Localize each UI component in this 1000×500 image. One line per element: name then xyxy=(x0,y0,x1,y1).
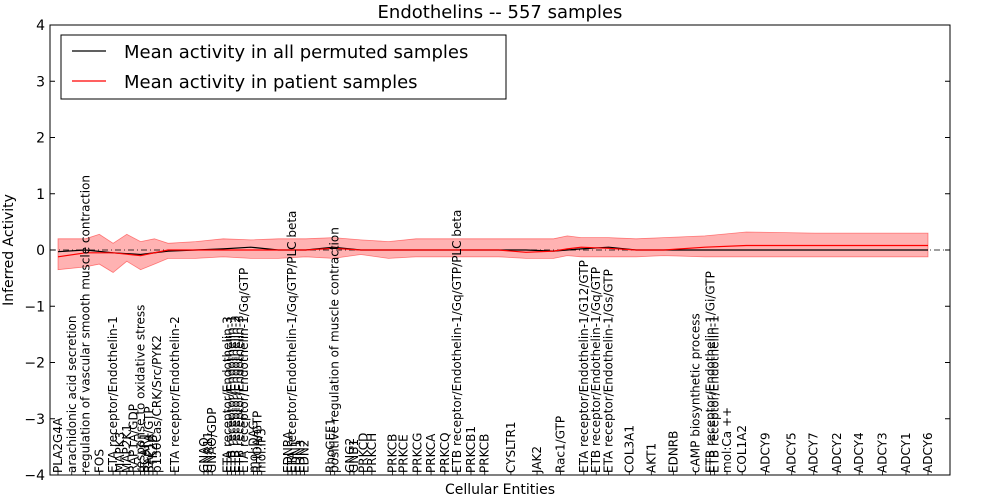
x-tick-label: ETA receptor/Endothelin-1/Gs/GTP xyxy=(602,269,616,473)
x-tick-label: mol:Ca ++ xyxy=(720,407,734,473)
x-tick-label: EDNRA xyxy=(281,430,295,473)
x-tick-label: BCAR1 xyxy=(138,432,152,473)
x-tick-label: ADCY6 xyxy=(921,432,935,473)
x-tick-label: ADCY4 xyxy=(852,432,866,473)
x-tick-label: Rac1/GTP xyxy=(554,416,568,473)
x-tick-label: COL1A2 xyxy=(735,425,749,473)
y-tick-label: 3 xyxy=(36,74,45,90)
x-tick-label: MAP2K1 xyxy=(120,424,134,473)
x-tick-label: PRKCG xyxy=(410,433,424,473)
y-tick-label: −3 xyxy=(24,412,45,428)
series-line-patient xyxy=(57,244,928,258)
y-tick-label: 0 xyxy=(36,243,45,259)
x-tick-label: ETA receptor/Endothelin-1/Gq/GTP xyxy=(237,268,251,473)
x-tick-label: ADCY2 xyxy=(830,432,844,473)
x-tick-label: response to oxidative stress xyxy=(134,305,148,473)
x-tick-label: p130Cas/CRK/Src/PYK2 xyxy=(150,335,164,473)
x-tick-label: ETB receptor/Endothelin-2 xyxy=(229,315,243,473)
x-tick-label: COL3A1 xyxy=(622,425,636,473)
x-tick-label: ADCY1 xyxy=(899,432,913,473)
x-tick-label: RhoGEF1 xyxy=(324,418,338,473)
x-tick-label: ETA receptor/Endothelin-1/Gq/GTP/PLC bet… xyxy=(285,211,299,473)
x-tick-label: RAP1A/GDP xyxy=(127,404,141,473)
x-tick-label: PRKCE xyxy=(397,434,411,473)
x-tick-label: ADCY7 xyxy=(807,432,821,473)
x-tick-label: PRKCB xyxy=(478,434,492,473)
x-tick-label: PRKCQ xyxy=(438,432,452,473)
x-axis: PLA2G4A arachidonic acid secretion regulat… xyxy=(51,175,935,475)
x-tick-label: arachidonic acid secretion xyxy=(65,316,79,473)
x-tick-label: MAPK3 xyxy=(113,432,127,473)
x-tick-label: ADCY9 xyxy=(759,432,773,473)
chart-title: Endothelins -- 557 samples xyxy=(378,2,623,23)
x-tick-label: ETB receptor/Endothelin-1/Gq/GTP xyxy=(589,267,603,473)
x-tick-label: GNG2 xyxy=(343,438,357,473)
x-tick-label: mol:IP3 xyxy=(255,428,269,473)
y-axis-title: Inferred Activity xyxy=(1,194,17,306)
x-tick-label: GNB1 xyxy=(347,439,361,473)
y-tick-label: 1 xyxy=(36,187,45,203)
y-tick-label: −2 xyxy=(24,356,45,372)
y-tick-label: 4 xyxy=(36,18,45,34)
x-tick-label: EDN2 xyxy=(297,440,311,473)
x-tick-label: PLA2G4A xyxy=(51,417,65,473)
legend-box xyxy=(60,34,507,100)
x-tick-label: EDN3 xyxy=(293,440,307,473)
x-tick-label: EDN1 xyxy=(289,440,303,473)
x-tick-label: ETA receptor/Endothelin-3 xyxy=(220,316,234,473)
x-tick-label: RAP1A/GTP xyxy=(142,406,156,473)
x-tick-label: ETB receptor/Endothelin-1/Gi/GTP xyxy=(704,271,718,473)
x-tick-label: ETA receptor/Endothelin-2 xyxy=(168,316,182,473)
y-tick-label: −1 xyxy=(24,299,45,315)
x-tick-label: ETB receptor/Endothelin-1/Gq/GTP/PLC bet… xyxy=(450,210,464,473)
x-tick-label: PRKCB xyxy=(386,434,400,473)
x-tick-label: AKT1 xyxy=(644,443,658,473)
x-tick-label: PRKCH xyxy=(365,433,379,473)
activity-band xyxy=(57,231,929,273)
x-tick-label: regulation of vascular smooth muscle con… xyxy=(79,175,93,473)
x-tick-label: PRKCA xyxy=(424,433,438,473)
x-tick-label: positive regulation of muscle contractio… xyxy=(328,227,342,473)
legend-label-permuted: Mean activity in all permuted samples xyxy=(124,42,468,63)
x-axis-title: Cellular Entities xyxy=(445,482,555,498)
y-tick-label: −4 xyxy=(24,468,45,484)
x-tick-label: PTK2B xyxy=(146,435,160,473)
x-tick-label: ADCY3 xyxy=(876,432,890,473)
x-tick-label: RHOA/GTP xyxy=(251,411,265,473)
y-axis: −4 −3 −2 −1 0 1 2 3 4 xyxy=(24,18,950,484)
x-tick-label: ETA receptor/Endothelin-1 xyxy=(106,316,120,473)
x-tick-label: GNA11 xyxy=(201,431,215,473)
x-tick-label: PRKCD xyxy=(357,433,371,473)
x-tick-label: ETA receptor/Endothelin-1/G12/GTP xyxy=(577,260,591,473)
y-tick-label: 2 xyxy=(36,131,45,147)
legend: Mean activity in all permuted samples Me… xyxy=(60,34,507,100)
x-tick-label: cAMP biosynthetic process xyxy=(688,313,702,473)
legend-label-patient: Mean activity in patient samples xyxy=(124,72,418,93)
x-tick-label: ADCY5 xyxy=(785,432,799,473)
x-tick-label: ETB receptor/Endothelin-1 xyxy=(708,315,722,473)
x-tick-label: FOS xyxy=(92,449,106,473)
x-tick-label: GNAO/GDP xyxy=(205,407,219,473)
x-tick-label: EDNRB xyxy=(666,431,680,473)
x-tick-label: ETB receptor/Endothelin-3 xyxy=(233,315,247,473)
x-tick-label: mol:DAG xyxy=(247,420,261,473)
x-tick-label: ETB receptor/Endothelin-1 xyxy=(224,315,238,473)
x-tick-label: JAK2 xyxy=(530,446,544,474)
x-tick-label: PRKCB1 xyxy=(464,426,478,473)
x-tick-label: GNAQ xyxy=(197,437,211,473)
x-tick-label: CYSLTR1 xyxy=(504,422,518,473)
